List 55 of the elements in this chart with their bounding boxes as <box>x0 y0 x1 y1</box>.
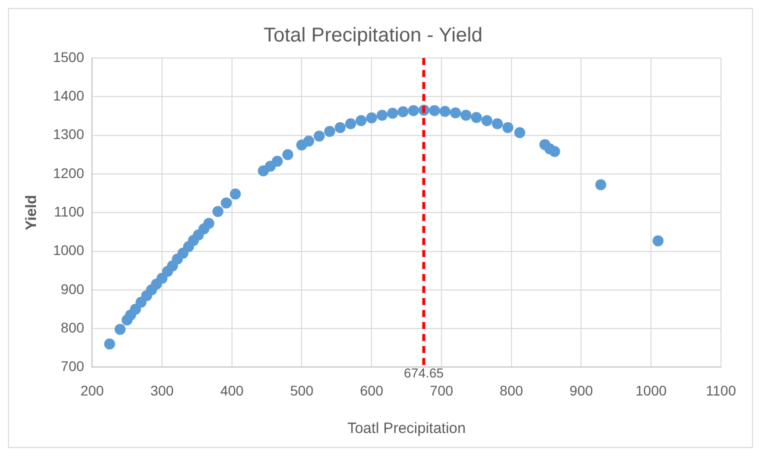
point <box>492 118 503 130</box>
y-tick-label: 1300 <box>52 126 84 142</box>
point <box>398 106 409 118</box>
x-tick-label: 400 <box>220 382 244 398</box>
point <box>230 188 241 200</box>
y-tick-label: 800 <box>60 319 84 336</box>
x-tick-label: 600 <box>360 382 384 398</box>
y-tick-label: 900 <box>60 280 84 297</box>
point <box>356 115 367 126</box>
ref-line-label: 674.65 <box>404 365 444 380</box>
point <box>366 112 378 124</box>
point <box>387 108 398 119</box>
point <box>549 146 560 158</box>
point <box>220 197 232 208</box>
x-tick-label: 200 <box>80 382 104 398</box>
x-tick-label: 300 <box>150 382 174 398</box>
y-tick-label: 1200 <box>52 164 84 181</box>
point <box>272 156 283 167</box>
point <box>114 324 126 335</box>
point <box>104 338 116 350</box>
y-tick-label: 1400 <box>52 88 84 104</box>
point <box>652 235 664 246</box>
point <box>595 179 606 190</box>
point <box>428 105 440 116</box>
x-tick-label: 500 <box>290 382 314 398</box>
point <box>156 272 168 284</box>
point <box>470 112 482 124</box>
y-tick-label: 1100 <box>54 203 84 220</box>
x-tick-label: 1100 <box>706 382 736 398</box>
y-tick-label: 700 <box>60 358 84 374</box>
x-tick-label: 700 <box>430 382 454 398</box>
y-tick-label: 1500 <box>52 48 84 65</box>
point <box>303 136 314 147</box>
x-tick-label: 800 <box>500 382 524 398</box>
point <box>502 122 514 134</box>
y-tick-label: 1000 <box>52 242 84 258</box>
point <box>376 110 388 121</box>
point <box>450 107 461 118</box>
point <box>481 115 492 126</box>
x-tick-label: 900 <box>570 382 594 398</box>
x-tick-label: 1000 <box>636 382 667 398</box>
point <box>460 110 472 121</box>
point <box>439 106 450 117</box>
y-axis-title: Yield <box>23 194 40 230</box>
point <box>324 126 336 137</box>
point <box>203 218 214 229</box>
point <box>514 127 526 138</box>
point <box>314 130 325 142</box>
point <box>345 118 356 130</box>
point <box>212 206 224 217</box>
chart-title: Total Precipitation - Yield <box>263 24 483 47</box>
point <box>282 149 294 160</box>
x-axis-title: Toatl Precipitation <box>347 420 466 438</box>
point <box>408 105 420 116</box>
point <box>334 122 346 134</box>
